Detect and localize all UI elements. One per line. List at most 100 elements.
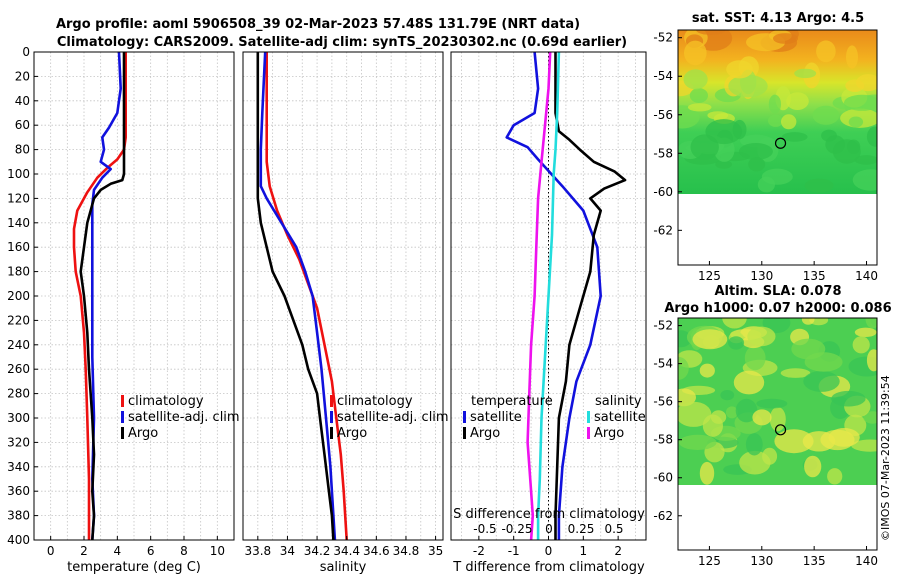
x-tick-label: 4 (114, 544, 122, 558)
map-x-tick-label: 135 (803, 554, 826, 568)
argo-float-marker (774, 424, 787, 436)
depth-yticks: 0 20 40 60 80 100 120 140 160 180 200 220 240 260 280 3… (7, 45, 38, 547)
field-cell (768, 114, 784, 127)
legend-label-argo: Argo (128, 426, 158, 441)
x-tick-label: 2 (80, 544, 88, 558)
sst-field-texture (678, 30, 877, 193)
field-cell (692, 329, 728, 350)
field-cell (748, 157, 766, 172)
y-tick-label: 260 (7, 362, 30, 376)
legend-swatch-argo (121, 427, 124, 439)
s-diff-tick: -0.5 (473, 522, 496, 536)
legend-label-satellite-adj: satellite-adj. clim (128, 410, 240, 425)
y-tick-label: 60 (15, 118, 30, 132)
legend-swatch-t-argo (463, 427, 466, 439)
field-cell (848, 356, 877, 377)
temperature-xlabel: temperature (deg C) (67, 560, 201, 575)
y-tick-label: 280 (7, 387, 30, 401)
field-cell (733, 370, 765, 395)
field-cell (739, 450, 771, 475)
difference-xticks: -2 -1 0 1 2 (473, 536, 622, 558)
y-tick-label: 80 (15, 143, 30, 157)
y-tick-label: 400 (7, 533, 30, 547)
legend-label-t-argo: Argo (470, 426, 500, 441)
sla-map-ticks: 125 130 135 140 -52 -54 -56 -58 -60 -62 (653, 319, 878, 568)
sst-map-frame (677, 29, 878, 266)
y-tick-label: 40 (15, 94, 30, 108)
map-y-tick-label: -54 (653, 357, 673, 371)
field-cell (696, 30, 726, 35)
x-tick-label: 34.2 (304, 544, 331, 558)
field-cell (710, 410, 727, 424)
y-tick-label: 160 (7, 240, 30, 254)
field-cell (705, 119, 743, 145)
salinity-axes-frame (242, 51, 444, 541)
sst-map-ticks: 125 130 135 140 -52 -54 -56 -58 -60 -62 (653, 31, 878, 283)
map-x-tick-label: 130 (750, 269, 773, 283)
field-cell (678, 401, 712, 427)
salinity-difference-ticks: -0.5 -0.25 0 0.25 0.5 (473, 522, 623, 536)
field-cell (852, 336, 870, 354)
field-cell (715, 160, 733, 169)
field-cell (768, 94, 782, 114)
field-cell (678, 105, 700, 129)
field-cell (801, 318, 815, 325)
field-cell (804, 455, 822, 478)
y-tick-label: 100 (7, 167, 30, 181)
series-line-argo (79, 52, 126, 540)
field-cell (745, 433, 763, 456)
x-tick-label: 34.6 (363, 544, 390, 558)
salinity-plot-area (243, 52, 443, 540)
y-tick-label: 320 (7, 435, 30, 449)
map-y-tick-label: -56 (653, 108, 673, 122)
field-cell (865, 318, 877, 329)
salinity-panel: 33.8 34 34.2 34.4 34.6 34.8 35 salinity climat… (242, 51, 449, 575)
field-cell (845, 79, 865, 92)
sla-field-texture (678, 318, 877, 485)
sst-map-panel: sat. SST: 4.13 Argo: 4.5 125 130 135 140 -52… (653, 11, 878, 283)
y-tick-label: 380 (7, 509, 30, 523)
field-cell (678, 434, 717, 450)
x-tick-label: -1 (508, 544, 520, 558)
sla-field (678, 318, 877, 485)
map-y-tick-label: -52 (653, 31, 673, 45)
s-diff-tick: 0.25 (568, 522, 595, 536)
difference-legend: temperature satellite Argo salinity sate… (463, 394, 646, 441)
series-line-temperature-argo (554, 52, 627, 540)
t-difference-xlabel: T difference from climatology (452, 560, 645, 575)
x-tick-label: 33.8 (244, 544, 271, 558)
x-tick-label: 34 (280, 544, 295, 558)
legend-label-s-satellite: satellite (594, 410, 646, 425)
temperature-plot-area (34, 52, 234, 540)
legend-swatch-argo (330, 427, 333, 439)
series-line-salinity-argo (526, 52, 552, 540)
imos-timestamp: ©IMOS 07-Mar-2023 11:39:54 (879, 375, 892, 541)
field-cell (732, 119, 747, 140)
map-y-tick-label: -52 (653, 319, 673, 333)
difference-series (505, 52, 627, 540)
series-line-argo (256, 52, 335, 540)
field-cell (735, 398, 758, 423)
field-cell (781, 132, 808, 142)
temperature-panel: 0 2 4 6 8 10 0 20 40 60 80 100 120 140 160 180 200 220 24… (7, 45, 240, 575)
field-cell (690, 134, 719, 160)
x-tick-label: 34.8 (393, 544, 420, 558)
map-y-tick-label: -58 (653, 433, 673, 447)
field-cell (831, 390, 866, 407)
title-line-1: Argo profile: aoml 5906508_39 02-Mar-202… (56, 17, 580, 32)
field-cell (699, 461, 715, 485)
salinity-grid (243, 52, 443, 540)
x-tick-label: 1 (580, 544, 588, 558)
series-line-satellite-adj-clim (259, 52, 337, 540)
field-cell (816, 40, 836, 63)
temperature-xticks: 0 2 4 6 8 10 (47, 536, 225, 558)
temperature-legend: climatology satellite-adj. clim Argo (121, 394, 240, 441)
sst-map-title: sat. SST: 4.13 Argo: 4.5 (692, 11, 864, 26)
x-tick-label: 6 (147, 544, 155, 558)
map-y-tick-label: -62 (653, 223, 673, 237)
y-tick-label: 200 (7, 289, 30, 303)
salinity-xlabel: salinity (320, 560, 367, 575)
field-cell (689, 88, 709, 103)
field-cell (756, 398, 788, 409)
field-cell (866, 126, 877, 147)
